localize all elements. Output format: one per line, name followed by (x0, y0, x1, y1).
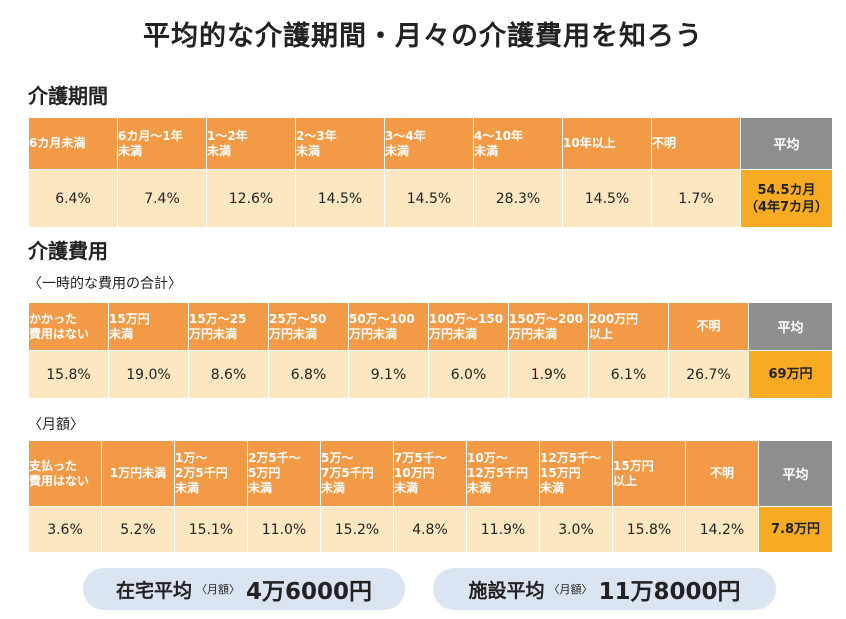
period-value: 6.4% (28, 169, 118, 228)
period-header: 2〜3年 未満 (295, 117, 385, 170)
period-value: 12.6% (206, 169, 296, 228)
monthly-cost-header: 15万円 以上 (612, 440, 686, 507)
period-value: 14.5% (384, 169, 474, 228)
one-time-cost-header: 15万〜25 万円未満 (188, 302, 269, 351)
cost-heading: 介護費用 (28, 239, 108, 263)
monthly-cost-value: 3.6% (28, 506, 102, 553)
monthly-cost-average-header: 平均 (758, 440, 833, 507)
monthly-cost-value: 4.8% (393, 506, 467, 553)
home-average-pill: 在宅平均 〈月額〉 4万6000円 (83, 568, 405, 610)
period-header: 不明 (651, 117, 741, 170)
period-value: 28.3% (473, 169, 563, 228)
one-time-cost-value: 1.9% (508, 350, 589, 399)
home-average-value: 4万6000円 (245, 579, 373, 605)
one-time-cost-table: かかった 費用はない 15万円 未満 15万〜25 万円未満 25万〜50 万円… (28, 302, 833, 399)
monthly-cost-header: 5万〜 7万5千円 未満 (320, 440, 394, 507)
monthly-cost-value: 15.1% (174, 506, 248, 553)
monthly-cost-header: 支払った 費用はない (28, 440, 102, 507)
monthly-cost-label: 〈月額〉 (28, 417, 84, 433)
period-value: 1.7% (651, 169, 741, 228)
monthly-cost-average-value: 7.8万円 (758, 506, 833, 553)
period-heading: 介護期間 (28, 84, 108, 108)
one-time-cost-value: 6.0% (428, 350, 509, 399)
facility-average-pill: 施設平均 〈月額〉 11万8000円 (433, 568, 776, 610)
period-header: 1〜2年 未満 (206, 117, 296, 170)
monthly-cost-header: 2万5千〜 5万円 未満 (247, 440, 321, 507)
monthly-cost-value: 15.8% (612, 506, 686, 553)
monthly-cost-header: 10万〜 12万5千円 未満 (466, 440, 540, 507)
monthly-cost-header: 1万〜 2万5千円 未満 (174, 440, 248, 507)
one-time-cost-value: 9.1% (348, 350, 429, 399)
one-time-cost-header: かかった 費用はない (28, 302, 109, 351)
period-header: 6カ月未満 (28, 117, 118, 170)
one-time-cost-header: 150万〜200 万円未満 (508, 302, 589, 351)
facility-average-label: 施設平均 (468, 579, 545, 602)
period-table: 6カ月未満 6カ月〜1年 未満 1〜2年 未満 2〜3年 未満 3〜4年 未満 … (28, 117, 833, 228)
one-time-cost-average-header: 平均 (748, 302, 833, 351)
one-time-cost-header: 200万円 以上 (588, 302, 669, 351)
one-time-cost-header: 25万〜50 万円未満 (268, 302, 349, 351)
facility-average-value: 11万8000円 (598, 579, 741, 605)
monthly-cost-value: 11.9% (466, 506, 540, 553)
facility-average-sub: 〈月額〉 (548, 583, 593, 596)
monthly-cost-value: 5.2% (101, 506, 175, 553)
period-average-value: 54.5カ月 （4年7カ月） (740, 169, 833, 228)
monthly-cost-header: 7万5千〜 10万円 未満 (393, 440, 467, 507)
one-time-cost-value: 6.1% (588, 350, 669, 399)
monthly-cost-header: 1万円未満 (101, 440, 175, 507)
monthly-cost-header: 12万5千〜 15万円 未満 (539, 440, 613, 507)
page-title: 平均的な介護期間・月々の介護費用を知ろう (143, 21, 703, 52)
period-average-header: 平均 (740, 117, 833, 170)
one-time-cost-label: 〈一時的な費用の合計〉 (28, 276, 182, 292)
one-time-cost-value: 15.8% (28, 350, 109, 399)
home-average-label: 在宅平均 (115, 579, 192, 602)
one-time-cost-header: 不明 (668, 302, 749, 351)
one-time-cost-average-value: 69万円 (748, 350, 833, 399)
period-header: 4〜10年 未満 (473, 117, 563, 170)
one-time-cost-header: 15万円 未満 (108, 302, 189, 351)
home-average-sub: 〈月額〉 (195, 583, 240, 596)
one-time-cost-header: 50万〜100 万円未満 (348, 302, 429, 351)
monthly-cost-value: 11.0% (247, 506, 321, 553)
period-value: 14.5% (562, 169, 652, 228)
one-time-cost-value: 6.8% (268, 350, 349, 399)
one-time-cost-value: 19.0% (108, 350, 189, 399)
period-header: 10年以上 (562, 117, 652, 170)
period-value: 7.4% (117, 169, 207, 228)
monthly-cost-header: 不明 (685, 440, 759, 507)
one-time-cost-header: 100万〜150 万円未満 (428, 302, 509, 351)
one-time-cost-value: 26.7% (668, 350, 749, 399)
period-header: 3〜4年 未満 (384, 117, 474, 170)
monthly-cost-value: 14.2% (685, 506, 759, 553)
monthly-cost-table: 支払った 費用はない 1万円未満 1万〜 2万5千円 未満 2万5千〜 5万円 … (28, 440, 833, 553)
monthly-cost-value: 15.2% (320, 506, 394, 553)
period-header: 6カ月〜1年 未満 (117, 117, 207, 170)
one-time-cost-value: 8.6% (188, 350, 269, 399)
monthly-cost-value: 3.0% (539, 506, 613, 553)
period-value: 14.5% (295, 169, 385, 228)
